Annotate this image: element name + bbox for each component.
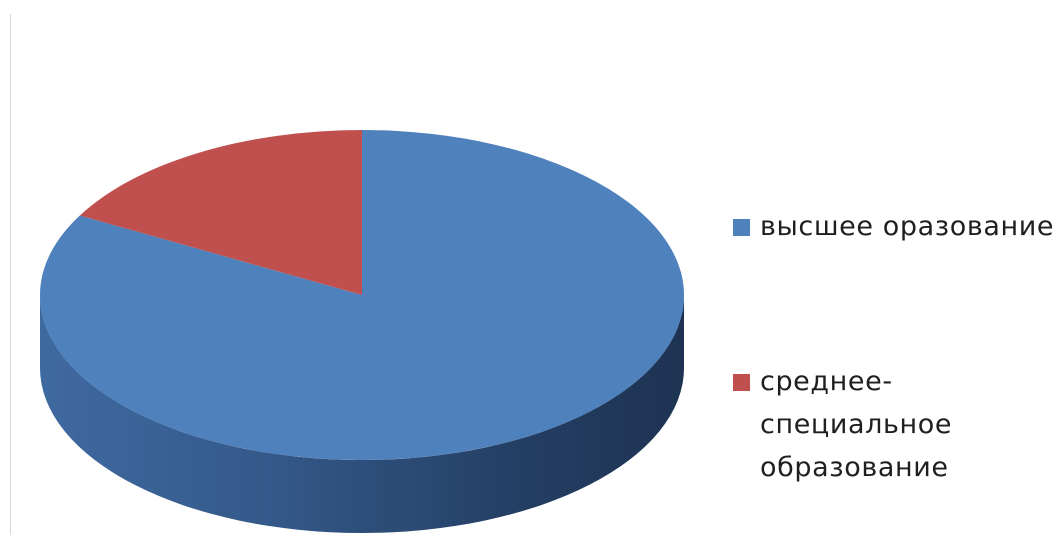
legend-label-secondary-line3: образование <box>760 452 949 483</box>
pie-slice-secondary-education <box>79 130 362 295</box>
legend-swatch-red <box>733 374 750 391</box>
chart-frame-border <box>10 14 11 535</box>
pie-side-wall <box>40 295 684 533</box>
pie-slice-higher-education <box>40 130 685 460</box>
legend-label-secondary-line1: среднее- <box>760 366 893 397</box>
legend-swatch-blue <box>733 219 750 236</box>
legend-label-secondary-line2: специальное <box>760 409 953 440</box>
legend-label-higher-education: высшее оразование <box>760 211 1055 242</box>
